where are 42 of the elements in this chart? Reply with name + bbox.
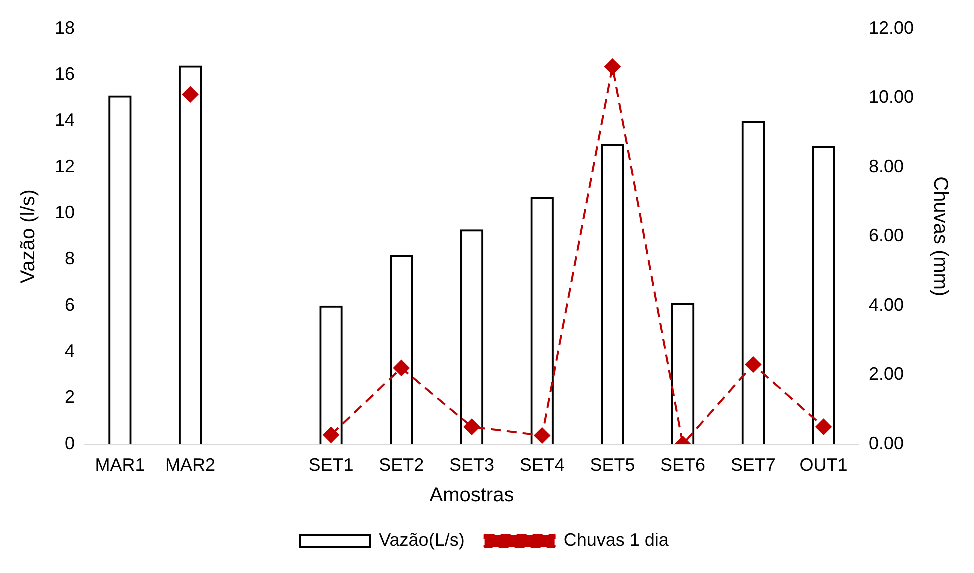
y2-tick-label: 8.00: [868, 156, 904, 176]
y2-tick-label: 2.00: [868, 364, 904, 384]
point: [394, 360, 410, 376]
x-tick-label: OUT1: [800, 455, 848, 476]
x-tick-label: SET7: [730, 455, 776, 476]
y2-tick-label: 0.00: [868, 433, 904, 454]
point: [816, 419, 832, 436]
y-axis-title: Vazão (l/s): [18, 190, 40, 284]
x-tick-label: SET4: [520, 455, 565, 476]
y2-tick-label: 6.00: [868, 226, 904, 246]
y-tick-label: 10: [54, 202, 76, 222]
y2-tick-label: 12.00: [868, 18, 914, 38]
bar: [178, 66, 202, 444]
y-tick-label: 14: [54, 110, 76, 130]
x-axis-title: Amostras: [430, 484, 514, 507]
x-tick-label: MAR1: [95, 455, 146, 476]
y-tick-label: 0: [65, 433, 76, 454]
y-tick-label: 16: [54, 64, 76, 84]
y2-axis-title: Chuvas (mm): [929, 176, 952, 297]
x-tick-label: SET1: [308, 455, 354, 476]
y-tick-label: 18: [54, 18, 76, 38]
x-tick-label: MAR2: [166, 455, 216, 476]
x-tick-label: SET6: [660, 455, 706, 476]
point: [464, 419, 480, 436]
legend-label: Chuvas 1 dia: [564, 530, 670, 550]
y-tick-label: 6: [65, 294, 76, 315]
point: [534, 428, 550, 444]
point: [323, 427, 340, 444]
x-tick-label: SET3: [449, 455, 495, 476]
legend-label: Vazão(L/s): [379, 530, 465, 550]
y-tick-label: 4: [65, 341, 76, 362]
y2-tick-label: 10.00: [868, 87, 914, 108]
bar: [742, 121, 766, 444]
y-tick-label: 8: [65, 248, 76, 269]
y-tick-label: 12: [54, 156, 76, 176]
point: [604, 58, 621, 75]
point: [745, 356, 762, 373]
x-tick-label: SET5: [590, 455, 636, 476]
point: [182, 86, 199, 103]
y2-tick-label: 4.00: [868, 294, 904, 315]
y-tick-label: 2: [65, 387, 76, 408]
x-tick-label: SET2: [379, 455, 424, 476]
